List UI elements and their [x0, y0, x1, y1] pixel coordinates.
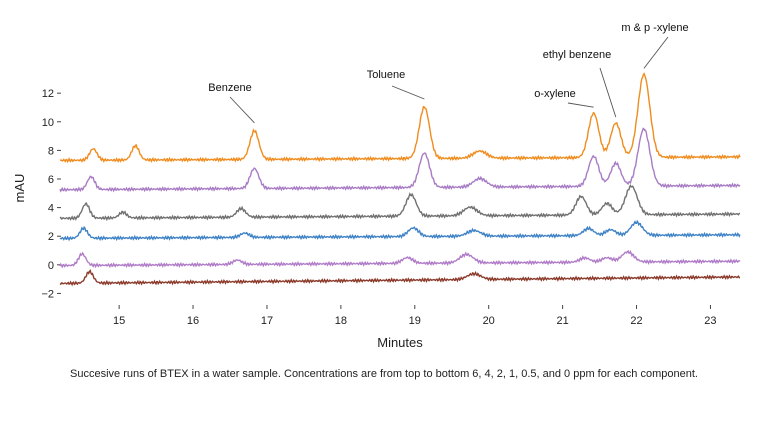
y-tick-label: 0: [48, 260, 54, 272]
y-tick-label: −2: [41, 288, 54, 300]
y-tick-label: 12: [42, 88, 54, 100]
trace-line-4: [59, 219, 741, 242]
trace-line-1: [59, 72, 741, 164]
x-tick-label: 19: [409, 315, 421, 327]
annotation-leader: [391, 85, 425, 100]
peak-label: ethyl benzene: [543, 49, 612, 61]
x-tick-label: 21: [556, 315, 568, 327]
trace-line-3: [59, 184, 741, 222]
annotation-leader: [599, 67, 617, 118]
y-tick-label: 10: [42, 117, 54, 129]
x-tick-label: 17: [261, 315, 273, 327]
y-tick-label: 6: [48, 174, 54, 186]
figure-caption: Succesive runs of BTEX in a water sample…: [70, 368, 698, 380]
y-tick-label: 8: [48, 145, 54, 157]
peak-label: Toluene: [367, 69, 406, 81]
y-tick-label: 4: [48, 203, 54, 215]
annotation-leader: [229, 96, 255, 124]
trace-line-2: [59, 127, 741, 193]
y-axis: −2 0 2 4 6 8 10 12: [41, 88, 61, 300]
x-tick-label: 15: [113, 315, 125, 327]
trace-line-6: [59, 268, 741, 287]
y-tick-label: 2: [48, 231, 54, 243]
annotation-leader: [643, 36, 669, 69]
x-tick-label: 16: [187, 315, 199, 327]
peak-label: m & p -xylene: [621, 22, 688, 34]
chromatogram-traces: [59, 72, 741, 287]
peak-label: o-xylene: [534, 88, 576, 100]
x-tick-label: 22: [630, 315, 642, 327]
x-tick-label: 23: [704, 315, 716, 327]
trace-line-5: [59, 249, 741, 269]
peak-annotations: Benzene Toluene o-xylene ethyl benzene m & p…: [208, 22, 689, 124]
x-tick-label: 20: [483, 315, 495, 327]
peak-label: Benzene: [208, 82, 251, 94]
x-axis-title: Minutes: [377, 335, 423, 350]
y-axis-title: mAU: [12, 174, 27, 203]
x-axis: 15 16 17 18 19 20 21 22 23: [113, 305, 717, 327]
annotation-leader: [567, 102, 594, 108]
x-tick-label: 18: [335, 315, 347, 327]
